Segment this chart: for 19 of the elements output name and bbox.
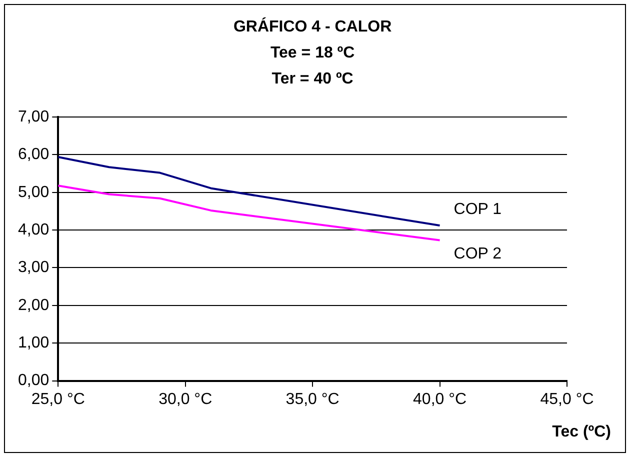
- x-tick-label: 30,0 °C: [158, 390, 212, 408]
- text: Ter = 40 ºC: [272, 70, 354, 88]
- x-axis-title: Tec (ºC): [552, 423, 611, 440]
- y-tick-label: 7,00: [18, 108, 50, 126]
- x-tick-label: 25,0 °C: [31, 390, 85, 408]
- y-tick-label: 1,00: [18, 334, 50, 352]
- y-tick-label: 6,00: [18, 146, 50, 164]
- y-tick-label: 3,00: [18, 259, 50, 276]
- x-tick-label: 35,0 °C: [286, 390, 340, 408]
- text: GRÁFICO 4 - CALOR: [233, 18, 392, 36]
- series-label: COP 1: [454, 200, 502, 218]
- y-tick-label: 0,00: [18, 372, 50, 390]
- x-tick-label: 45,0 °C: [540, 390, 594, 408]
- y-tick-label: 4,00: [18, 221, 50, 238]
- series-label: COP 2: [454, 246, 502, 263]
- x-tick-label: 40,0 °C: [413, 390, 467, 408]
- y-tick-label: 2,00: [18, 296, 50, 314]
- text: Tee = 18 ºC: [270, 44, 355, 62]
- y-tick-label: 5,00: [18, 184, 50, 201]
